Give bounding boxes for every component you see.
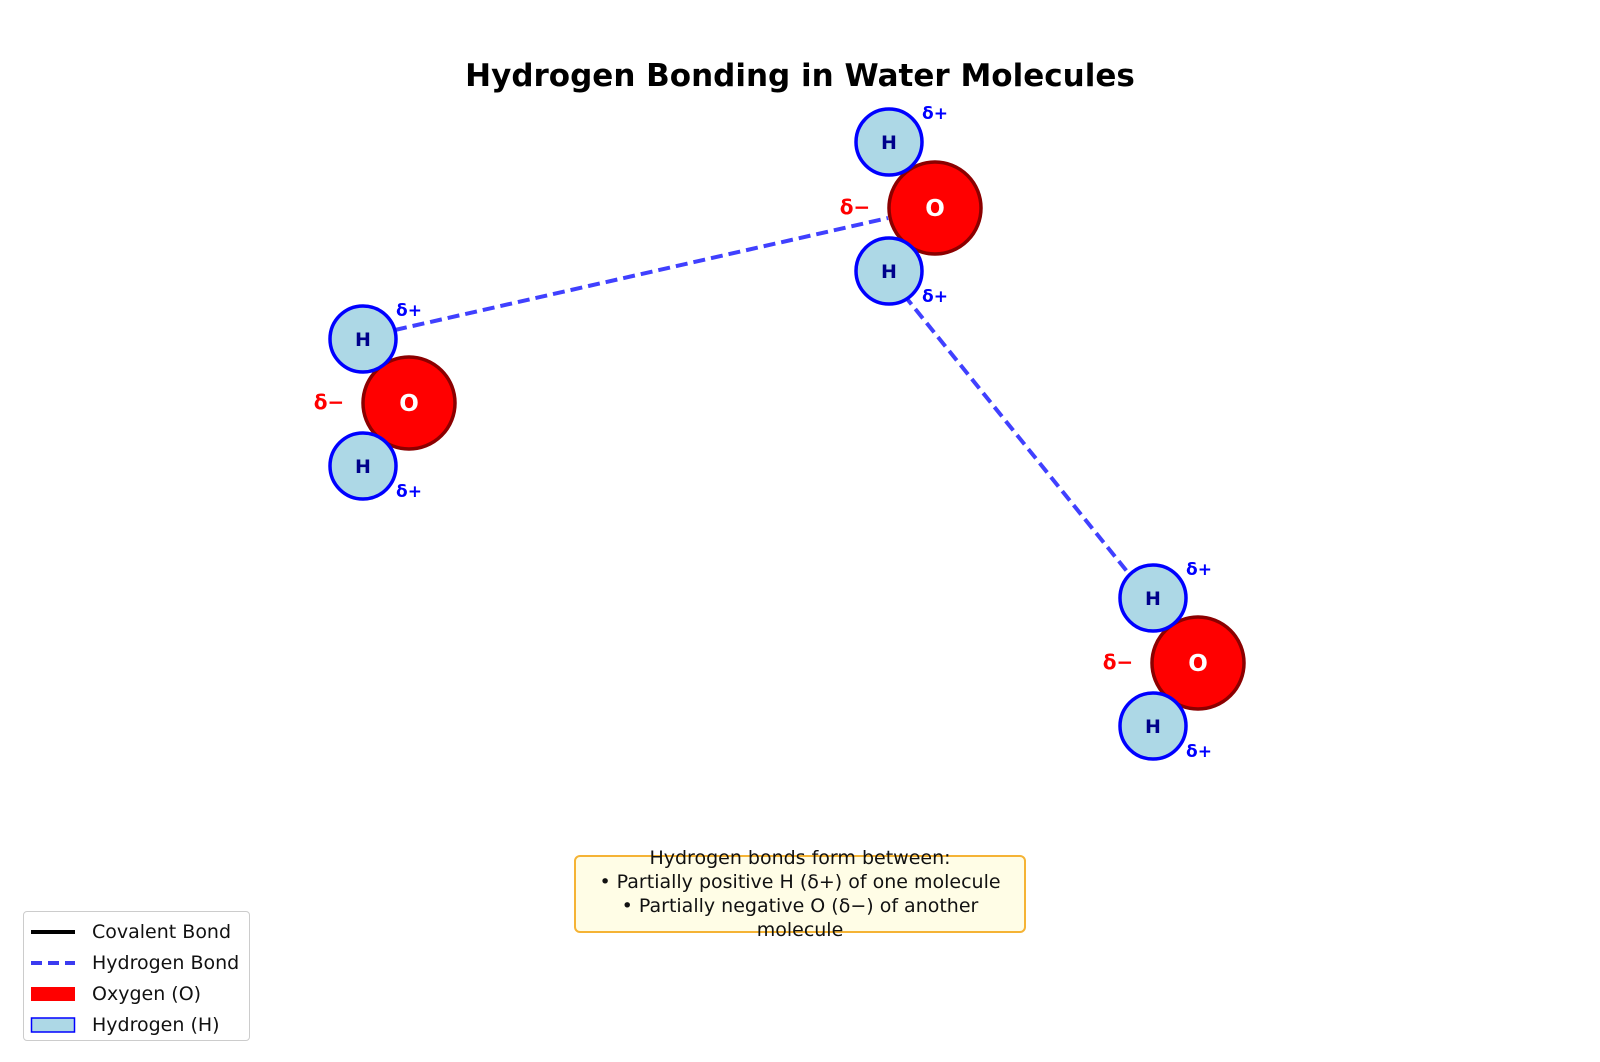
hydrogen-bond-line xyxy=(902,293,1140,587)
info-box: Hydrogen bonds form between: • Partially… xyxy=(574,847,1026,941)
info-line-3: • Partially negative O (δ−) of another m… xyxy=(621,895,979,941)
positive-charge-label: δ+ xyxy=(922,287,948,307)
hydrogen-atom xyxy=(1118,563,1188,633)
legend-item-covalent-bond: Covalent Bond xyxy=(24,916,249,947)
legend-label: Hydrogen Bond xyxy=(92,951,240,974)
hydrogen-atom-label: H xyxy=(355,456,371,478)
water-molecule-left-water: O H Hδ+ δ+ δ− xyxy=(314,301,457,502)
positive-charge-label: δ+ xyxy=(1186,560,1212,580)
legend-item-hydrogen: Hydrogen (H) xyxy=(24,1009,249,1040)
hydrogen-atom xyxy=(854,236,924,306)
info-line-1: Hydrogen bonds form between: xyxy=(649,847,951,869)
hydrogen-atom-label: H xyxy=(1145,716,1161,738)
hydrogen-atom-label: H xyxy=(881,132,897,154)
positive-charge-label: δ+ xyxy=(1186,742,1212,762)
solid-line-icon xyxy=(30,923,76,941)
dashed-line-icon xyxy=(30,954,76,972)
light-blue-rectangle-icon xyxy=(30,1016,76,1034)
legend-label: Hydrogen (H) xyxy=(92,1013,220,1036)
oxygen-atom xyxy=(1150,615,1246,711)
red-rectangle-icon xyxy=(30,985,76,1003)
oxygen-atom xyxy=(361,355,457,451)
hydrogen-atom-label: H xyxy=(355,329,371,351)
positive-charge-label: δ+ xyxy=(396,301,422,321)
legend: Covalent Bond Hydrogen Bond Oxygen (O) H… xyxy=(23,911,250,1041)
oxygen-atom-label: O xyxy=(925,196,945,222)
water-molecule-bottom-right-water: O H Hδ+ δ+ δ− xyxy=(1103,560,1246,762)
hydrogen-atom xyxy=(328,304,398,374)
negative-charge-label: δ− xyxy=(840,195,871,219)
info-line-2: • Partially positive H (δ+) of one molec… xyxy=(599,871,1001,893)
legend-item-hydrogen-bond: Hydrogen Bond xyxy=(24,947,249,978)
legend-item-oxygen: Oxygen (O) xyxy=(24,978,249,1009)
hydrogen-bond-layer xyxy=(394,216,1140,587)
oxygen-atom xyxy=(887,160,983,256)
oxygen-atom-label: O xyxy=(1188,651,1208,677)
positive-charge-label: δ+ xyxy=(396,482,422,502)
hydrogen-atom xyxy=(854,107,924,177)
legend-label: Covalent Bond xyxy=(92,920,232,943)
positive-charge-label: δ+ xyxy=(922,104,948,124)
oxygen-atom-label: O xyxy=(399,391,419,417)
legend-label: Oxygen (O) xyxy=(92,982,202,1005)
water-molecule-top-water: O H Hδ+ δ+ δ− xyxy=(840,104,983,307)
negative-charge-label: δ− xyxy=(1103,650,1134,674)
diagram-title: Hydrogen Bonding in Water Molecules xyxy=(465,58,1135,94)
hydrogen-atom xyxy=(1118,691,1188,761)
hydrogen-atom xyxy=(328,431,398,501)
negative-charge-label: δ− xyxy=(314,390,345,414)
hydrogen-bond-line xyxy=(394,216,889,332)
atom-layer: O H Hδ+ δ+ δ− O H Hδ+ δ+ δ− O H Hδ+ δ+ δ− xyxy=(314,104,1246,762)
hydrogen-atom-label: H xyxy=(881,261,897,283)
hydrogen-atom-label: H xyxy=(1145,588,1161,610)
